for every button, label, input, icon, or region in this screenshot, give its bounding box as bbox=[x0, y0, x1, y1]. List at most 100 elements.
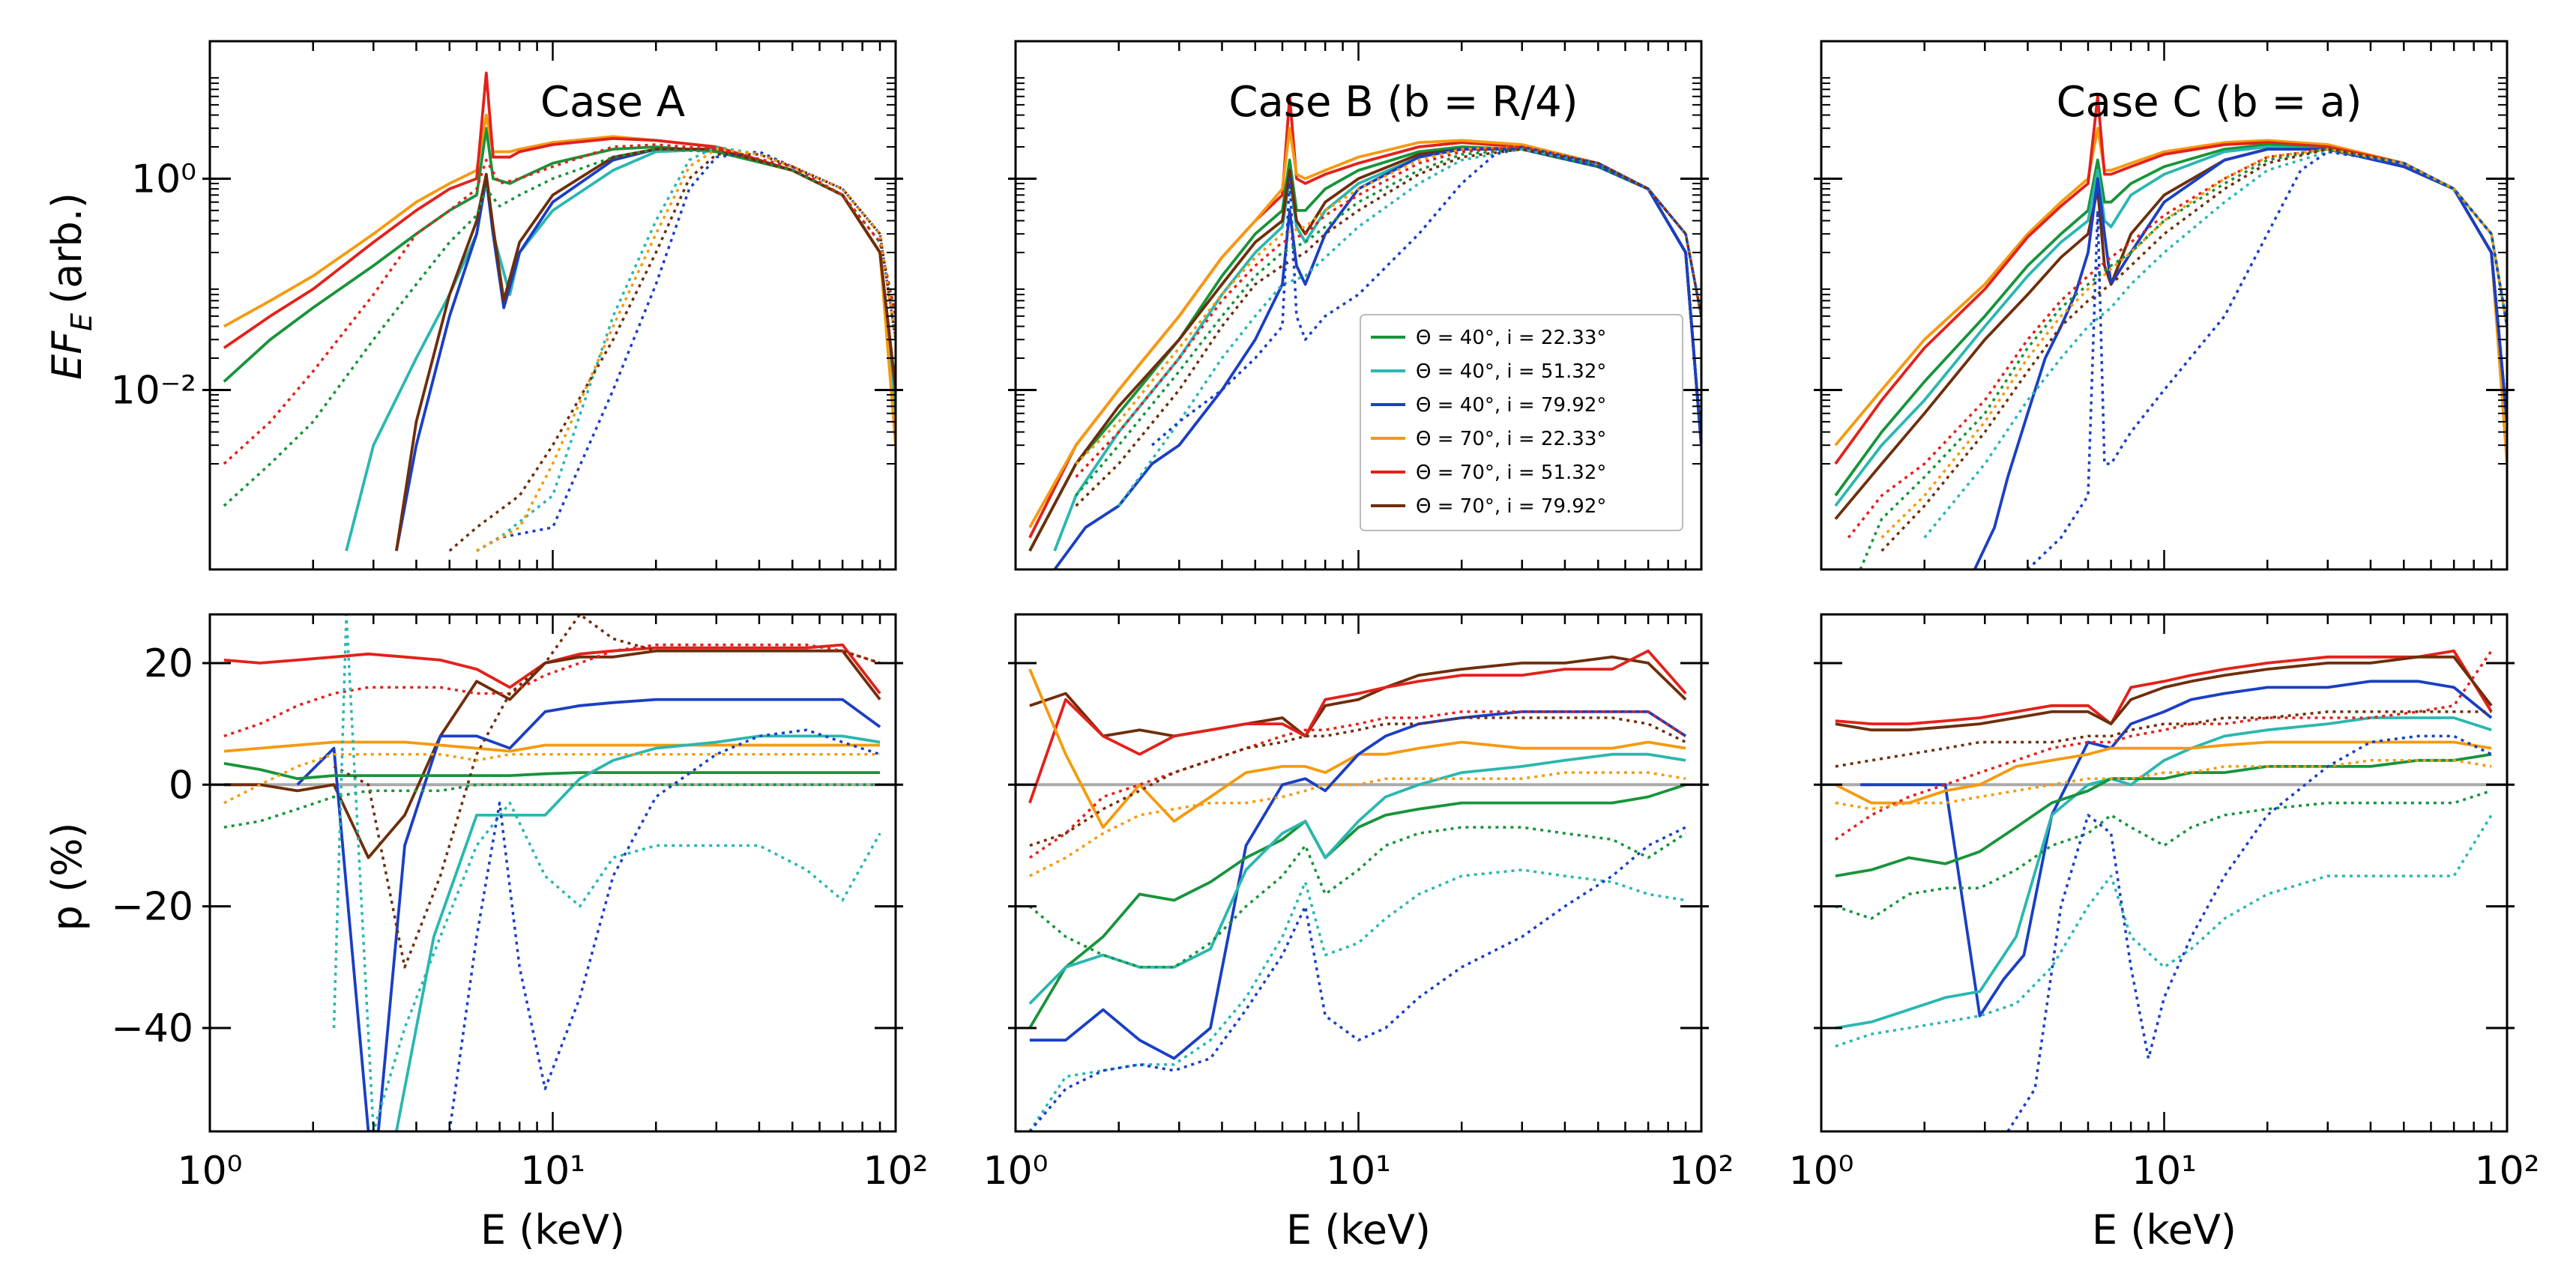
legend-label: Θ = 70°, i = 79.92° bbox=[1416, 495, 1606, 518]
polarization-line-cyan-dotted bbox=[332, 614, 881, 1131]
spectrum-line-brown-dotted bbox=[1075, 148, 1701, 507]
polarization-line-red-solid bbox=[1835, 649, 2493, 725]
xticklabel: 10² bbox=[2474, 1149, 2539, 1194]
x-axis-label: E (keV) bbox=[1286, 1206, 1431, 1254]
xticklabel: 10¹ bbox=[2132, 1149, 2197, 1194]
xticklabel: 10¹ bbox=[1326, 1149, 1391, 1194]
polarization-line-orange-solid bbox=[1028, 668, 1686, 829]
panel-C: Case C (b = a) 10⁰ 10¹ 10² E (keV) bbox=[1788, 40, 2540, 1254]
polarization-line-cyan-solid bbox=[395, 734, 881, 1131]
polarization-yticklabel: −20 bbox=[111, 885, 193, 930]
spectrum-line-blue-solid bbox=[395, 148, 896, 551]
polarization-line-green-dotted bbox=[1835, 789, 2492, 920]
legend-box bbox=[1360, 314, 1683, 531]
y-axis-label-polarization: p (%) bbox=[43, 823, 91, 931]
polarization-line-blue-dotted bbox=[2006, 734, 2492, 1131]
polarization-series-group bbox=[1016, 649, 1701, 1131]
spectrum-line-blue-dotted bbox=[1150, 145, 1701, 447]
legend-label: Θ = 70°, i = 51.32° bbox=[1416, 462, 1606, 484]
spectrum-yticklabel: 10⁻² bbox=[111, 368, 196, 413]
polarization-frame bbox=[1014, 613, 1703, 1133]
polarization-line-red-dotted bbox=[223, 643, 881, 738]
polarization-line-green-solid bbox=[223, 762, 881, 781]
ylabel-ef: EF bbox=[43, 330, 91, 380]
legend-label: Θ = 40°, i = 51.32° bbox=[1416, 360, 1606, 383]
spectrum-line-brown-solid bbox=[1834, 148, 2507, 520]
polarization-line-blue-solid bbox=[296, 698, 881, 1131]
polarization-line-orange-dotted bbox=[223, 752, 881, 805]
polarization-line-cyan-solid bbox=[1028, 752, 1686, 1005]
xticklabel: 10⁰ bbox=[177, 1149, 242, 1194]
legend-label: Θ = 40°, i = 22.33° bbox=[1416, 327, 1606, 349]
spectrum-line-brown-dotted bbox=[448, 153, 896, 552]
spectrum-line-blue-dotted bbox=[2027, 150, 2507, 569]
xticklabel: 10² bbox=[863, 1149, 928, 1194]
xticklabel: 10² bbox=[1668, 1149, 1734, 1194]
polarization-line-green-solid bbox=[1835, 752, 2492, 877]
polarization-line-red-dotted bbox=[1834, 650, 2493, 841]
polarization-line-brown-dotted bbox=[1835, 710, 2492, 768]
polarization-frame bbox=[208, 613, 897, 1133]
polarization-line-brown-dotted bbox=[333, 614, 881, 969]
ylabel-unit: (arb.) bbox=[43, 193, 91, 304]
spectrum-line-orange-dotted bbox=[476, 148, 896, 552]
spectrum-line-red-dotted bbox=[223, 143, 896, 465]
polarization-line-green-dotted bbox=[1028, 826, 1687, 969]
polarization-line-blue-dotted bbox=[448, 728, 881, 1131]
polarization-series-group bbox=[210, 614, 896, 1131]
polarization-line-blue-solid bbox=[1029, 710, 1687, 1060]
polarization-line-cyan-solid bbox=[1835, 716, 2492, 1030]
polarization-line-green-dotted bbox=[223, 783, 881, 829]
spectrum-series-group bbox=[1834, 94, 2507, 569]
polarization-line-orange-dotted bbox=[1835, 759, 2492, 811]
polarization-line-cyan-dotted bbox=[1028, 868, 1686, 1131]
spectrum-line-cyan-dotted bbox=[1923, 150, 2507, 539]
polarization-line-red-dotted bbox=[1028, 710, 1687, 859]
polarization-line-orange-dotted bbox=[1029, 771, 1686, 877]
spectrum-line-red-dotted bbox=[1847, 148, 2507, 539]
spectrum-line-cyan-solid bbox=[1834, 145, 2507, 507]
spectrum-line-green-dotted bbox=[1075, 148, 1701, 497]
polarization-line-blue-dotted bbox=[1028, 826, 1686, 1131]
y-axis-label-spectrum: EFE (arb.) bbox=[43, 193, 98, 380]
x-axis-label: E (keV) bbox=[480, 1206, 625, 1254]
polarization-line-red-solid bbox=[1028, 649, 1687, 804]
polarization-line-cyan-dotted bbox=[1835, 814, 2493, 1048]
polarization-line-brown-solid bbox=[1835, 655, 2493, 732]
polarization-yticklabel: −40 bbox=[111, 1006, 193, 1051]
polarization-frame bbox=[1820, 613, 2509, 1133]
ylabel-sub: E bbox=[65, 313, 98, 331]
polarization-line-orange-solid bbox=[223, 740, 881, 753]
xticklabel: 10¹ bbox=[520, 1149, 585, 1194]
panel-title: Case C (b = a) bbox=[2057, 78, 2362, 127]
legend: Θ = 40°, i = 22.33° Θ = 40°, i = 51.32° Θ … bbox=[1360, 314, 1683, 531]
spectrum-yticklabel: 10⁰ bbox=[131, 157, 196, 202]
spectrum-line-orange-dotted bbox=[1880, 148, 2507, 539]
panel-A: 10⁰ 10⁻² Case A 20 0 −20 −40 10⁰ 10¹ 10² E (keV) bbox=[111, 40, 929, 1254]
polarization-yticklabel: 0 bbox=[169, 763, 193, 808]
polarization-yticklabel: 20 bbox=[144, 641, 193, 686]
spectrum-line-orange-solid bbox=[1834, 127, 2507, 465]
spectrum-line-cyan-solid bbox=[345, 148, 896, 551]
spectrum-line-green-dotted bbox=[223, 148, 896, 507]
x-axis-label: E (keV) bbox=[2092, 1206, 2236, 1254]
polarization-line-red-solid bbox=[223, 643, 881, 695]
ylabel-p: p (%) bbox=[43, 823, 91, 931]
polarization-line-brown-solid bbox=[223, 649, 881, 859]
polarization-line-blue-solid bbox=[1860, 680, 2493, 1018]
panel-B: Case B (b = R/4) 10⁰ 10¹ 10² E (keV) Θ = 40°,… bbox=[983, 40, 1734, 1254]
panel-title: Case A bbox=[540, 78, 685, 127]
spectrum-series-group bbox=[223, 71, 896, 552]
polarization-line-orange-solid bbox=[1835, 740, 2492, 805]
panel-title: Case B (b = R/4) bbox=[1228, 78, 1578, 127]
polarization-series-group bbox=[1821, 649, 2507, 1131]
spectrum-line-brown-solid bbox=[395, 148, 896, 551]
xticklabel: 10⁰ bbox=[983, 1149, 1048, 1194]
svg-text:EFE(arb.): EFE (arb.) bbox=[43, 193, 98, 380]
xticklabel: 10⁰ bbox=[1788, 1149, 1853, 1194]
spectrum-line-green-dotted bbox=[1859, 148, 2507, 569]
polarization-line-brown-solid bbox=[1029, 655, 1687, 738]
legend-label: Θ = 40°, i = 79.92° bbox=[1416, 394, 1606, 417]
spectrum-line-blue-solid bbox=[1053, 148, 1701, 569]
